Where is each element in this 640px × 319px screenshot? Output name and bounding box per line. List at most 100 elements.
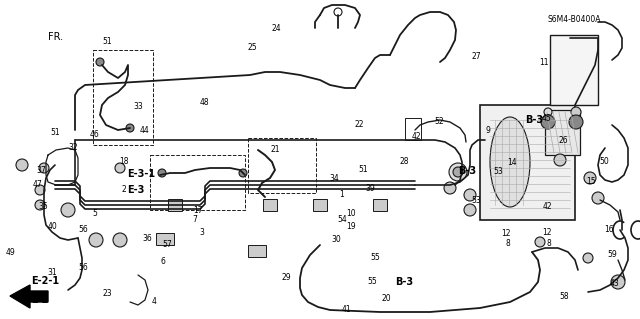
Circle shape <box>583 253 593 263</box>
Text: 34: 34 <box>329 174 339 182</box>
Text: 53: 53 <box>471 196 481 205</box>
Circle shape <box>592 192 604 204</box>
Text: 39: 39 <box>365 184 375 193</box>
Circle shape <box>554 154 566 166</box>
Ellipse shape <box>490 117 530 207</box>
Text: 21: 21 <box>271 145 280 154</box>
Bar <box>263 199 277 211</box>
Circle shape <box>569 115 583 129</box>
Text: 52: 52 <box>434 117 444 126</box>
Circle shape <box>464 189 476 201</box>
Circle shape <box>464 204 476 216</box>
Bar <box>313 199 327 211</box>
Text: B-3: B-3 <box>458 166 476 176</box>
Text: 15: 15 <box>586 177 596 186</box>
Circle shape <box>449 163 467 181</box>
Text: 22: 22 <box>355 120 364 129</box>
Text: 42: 42 <box>411 132 421 141</box>
Text: 36: 36 <box>142 234 152 243</box>
Circle shape <box>16 159 28 171</box>
Text: 29: 29 <box>282 273 292 282</box>
Text: 43: 43 <box>609 279 620 288</box>
Text: E-2-1: E-2-1 <box>31 276 59 286</box>
Text: 51: 51 <box>358 165 369 174</box>
Text: 16: 16 <box>604 225 614 234</box>
Circle shape <box>571 107 581 117</box>
Text: 31: 31 <box>47 268 58 277</box>
Circle shape <box>611 275 625 289</box>
Text: 9: 9 <box>485 126 490 135</box>
Text: 23: 23 <box>102 289 113 298</box>
Bar <box>545 110 580 155</box>
Text: FR.: FR. <box>48 32 63 42</box>
Circle shape <box>115 163 125 173</box>
Text: 40: 40 <box>47 222 58 231</box>
Text: 56: 56 <box>78 263 88 272</box>
Text: 5: 5 <box>92 209 97 218</box>
Text: B-3: B-3 <box>396 277 413 287</box>
Text: 28: 28 <box>400 157 409 166</box>
Text: 17: 17 <box>193 206 204 215</box>
Text: 48: 48 <box>200 98 210 107</box>
Bar <box>150 155 245 210</box>
Bar <box>156 233 174 245</box>
Text: 51: 51 <box>50 128 60 137</box>
Text: 10: 10 <box>346 209 356 218</box>
Text: 18: 18 <box>120 157 129 166</box>
Bar <box>550 35 598 105</box>
Circle shape <box>541 115 555 129</box>
Bar <box>248 138 316 193</box>
Text: 7: 7 <box>193 215 198 224</box>
Circle shape <box>113 233 127 247</box>
Text: 44: 44 <box>139 126 149 135</box>
Text: 45: 45 <box>541 114 552 122</box>
Text: 53: 53 <box>493 167 503 176</box>
Circle shape <box>239 169 247 177</box>
Text: 6: 6 <box>160 257 165 266</box>
Text: 46: 46 <box>90 130 100 139</box>
Text: 25: 25 <box>247 43 257 52</box>
Circle shape <box>89 233 103 247</box>
Text: 41: 41 <box>342 305 352 314</box>
Circle shape <box>39 163 49 173</box>
Circle shape <box>126 124 134 132</box>
Text: 51: 51 <box>102 37 113 46</box>
Circle shape <box>96 58 104 66</box>
Circle shape <box>35 200 45 210</box>
Text: 58: 58 <box>559 292 570 300</box>
Text: 3: 3 <box>200 228 205 237</box>
Text: 32: 32 <box>68 143 78 152</box>
Text: 42: 42 <box>543 202 553 211</box>
Text: 30: 30 <box>332 235 342 244</box>
Text: 26: 26 <box>558 136 568 145</box>
Text: S6M4-B0400A: S6M4-B0400A <box>547 15 601 24</box>
Text: 1: 1 <box>339 190 344 199</box>
Text: 47: 47 <box>32 180 42 189</box>
Text: 55: 55 <box>370 253 380 262</box>
Bar <box>248 245 266 257</box>
Text: 56: 56 <box>78 225 88 234</box>
Text: 20: 20 <box>381 294 392 303</box>
Text: 50: 50 <box>599 157 609 166</box>
Circle shape <box>535 237 545 247</box>
Bar <box>373 199 387 211</box>
Circle shape <box>444 182 456 194</box>
Text: 33: 33 <box>133 102 143 111</box>
Text: 8: 8 <box>506 239 511 248</box>
Bar <box>93 50 153 145</box>
Text: 24: 24 <box>271 24 282 33</box>
Text: 37: 37 <box>36 166 46 174</box>
Bar <box>168 199 182 211</box>
Text: 8: 8 <box>547 239 552 248</box>
Text: 55: 55 <box>367 277 378 286</box>
Circle shape <box>453 167 463 177</box>
Text: 4: 4 <box>151 297 156 306</box>
Text: E-2: E-2 <box>31 295 48 305</box>
Circle shape <box>334 8 342 16</box>
Text: 19: 19 <box>346 222 356 231</box>
Text: E-3-1: E-3-1 <box>127 169 155 179</box>
Circle shape <box>584 172 596 184</box>
Text: 2: 2 <box>122 185 127 194</box>
Bar <box>405 118 421 140</box>
Text: 49: 49 <box>6 248 16 256</box>
